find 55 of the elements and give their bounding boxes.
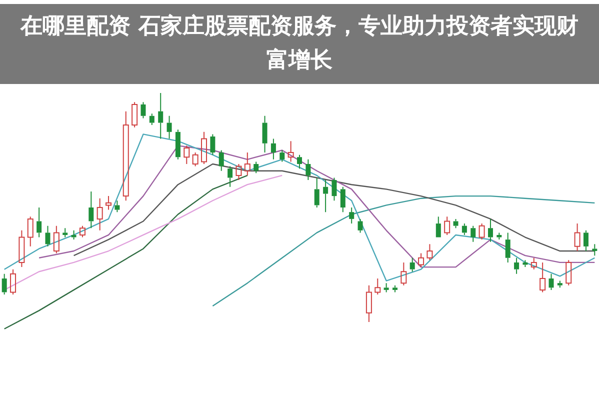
candlestick: [158, 92, 164, 140]
candlestick: [114, 200, 120, 213]
candlestick: [210, 134, 216, 156]
candlestick: [592, 244, 598, 256]
candlestick: [218, 150, 224, 172]
candlestick: [574, 223, 580, 252]
candlestick: [45, 225, 50, 247]
candlestick: [410, 257, 415, 272]
candlestick: [426, 244, 433, 261]
candlestick: [262, 115, 268, 154]
candlestick: [314, 177, 320, 208]
candlestick: [254, 161, 259, 174]
candlestick: [140, 102, 146, 119]
candlestick: [27, 216, 34, 247]
candlestick: [436, 216, 441, 238]
candlestick: [53, 225, 60, 254]
candlestick: [332, 177, 337, 202]
candlestick: [106, 196, 112, 210]
candlestick: [270, 138, 276, 160]
candlestick: [384, 282, 389, 293]
candlestick: [323, 180, 328, 213]
candlestick: [505, 232, 510, 263]
candlestick: [2, 273, 7, 296]
candlestick: [400, 262, 407, 286]
candlestick: [548, 273, 554, 290]
candlestick: [18, 230, 25, 268]
candlestick: [201, 131, 208, 164]
candlestick: [71, 230, 76, 240]
candlestick: [228, 166, 233, 188]
candlestick: [244, 152, 250, 176]
candlestick: [470, 225, 476, 242]
candlestick: [488, 218, 493, 242]
candlestick: [540, 262, 546, 293]
candlestick: [62, 228, 68, 238]
candlestick: [88, 190, 94, 229]
candlestick: [349, 207, 354, 224]
candlestick: [462, 223, 467, 236]
candlestick: [583, 230, 588, 252]
candlestick: [175, 129, 180, 160]
chart-title: 在哪里配资 石家庄股票配资服务，专业助力投资者实现财富增长: [0, 4, 599, 84]
candlestick: [522, 260, 528, 268]
candlestick: [184, 145, 190, 164]
candlestick: [149, 113, 154, 126]
candlestick: [166, 115, 172, 140]
candlestick: [374, 278, 381, 296]
candlestick: [96, 198, 103, 231]
candlestick: [514, 257, 520, 274]
candlestick: [496, 232, 502, 240]
candlestick: [297, 154, 302, 170]
candlestick: [366, 284, 372, 322]
candlestick: [36, 207, 42, 238]
candlestick: [122, 110, 129, 202]
candlestick: [340, 186, 346, 213]
candlestick: [306, 158, 311, 181]
candlestick: [288, 140, 294, 162]
